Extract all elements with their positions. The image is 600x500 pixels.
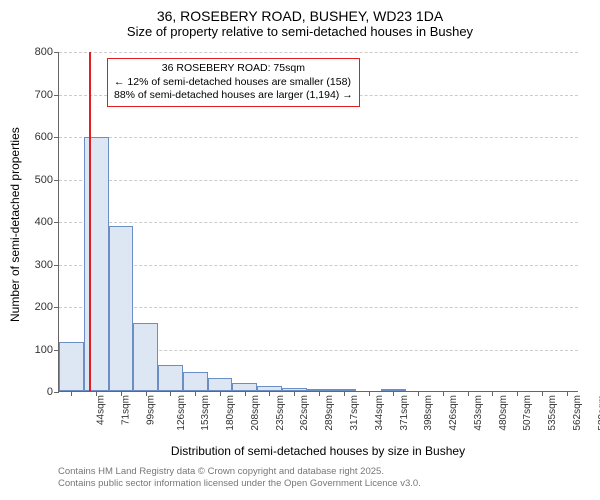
x-tick [369, 391, 370, 396]
footer-line1: Contains HM Land Registry data © Crown c… [58, 466, 421, 478]
chart-container: 36, ROSEBERY ROAD, BUSHEY, WD23 1DA Size… [0, 0, 600, 500]
x-tick [294, 391, 295, 396]
x-tick [344, 391, 345, 396]
x-tick [71, 391, 72, 396]
histogram-bar [208, 378, 233, 391]
x-tick-label: 99sqm [145, 395, 156, 425]
x-tick [195, 391, 196, 396]
histogram-bar [59, 342, 84, 391]
grid-line [59, 180, 578, 181]
x-tick-label: 126sqm [176, 395, 187, 431]
grid-line [59, 137, 578, 138]
x-tick-label: 208sqm [250, 395, 261, 431]
property-marker-line [89, 52, 91, 391]
histogram-bar [133, 323, 158, 391]
x-tick [418, 391, 419, 396]
x-tick [269, 391, 270, 396]
histogram-bar [232, 383, 257, 391]
x-tick-label: 507sqm [522, 395, 533, 431]
x-tick [542, 391, 543, 396]
footer-attribution: Contains HM Land Registry data © Crown c… [58, 466, 421, 491]
grid-line [59, 307, 578, 308]
y-tick-label: 200 [35, 301, 59, 313]
x-tick [468, 391, 469, 396]
x-tick [517, 391, 518, 396]
x-tick-label: 453sqm [473, 395, 484, 431]
x-tick [245, 391, 246, 396]
x-tick-label: 44sqm [96, 395, 107, 425]
plot-area: 010020030040050060070080044sqm71sqm99sqm… [58, 52, 578, 392]
x-tick-label: 289sqm [324, 395, 335, 431]
x-tick [121, 391, 122, 396]
x-tick [443, 391, 444, 396]
histogram-bar [183, 372, 208, 391]
chart-title: 36, ROSEBERY ROAD, BUSHEY, WD23 1DA [0, 0, 600, 24]
x-tick-label: 371sqm [399, 395, 410, 431]
grid-line [59, 222, 578, 223]
y-tick-label: 400 [35, 216, 59, 228]
y-tick-label: 300 [35, 259, 59, 271]
x-axis-label: Distribution of semi-detached houses by … [58, 444, 578, 458]
x-tick-label: 535sqm [547, 395, 558, 431]
x-tick-label: 235sqm [275, 395, 286, 431]
y-tick-label: 500 [35, 174, 59, 186]
histogram-bar [84, 137, 109, 391]
histogram-bar [158, 365, 183, 391]
x-tick-label: 426sqm [448, 395, 459, 431]
y-tick-label: 800 [35, 46, 59, 58]
x-tick [170, 391, 171, 396]
x-tick-label: 180sqm [225, 395, 236, 431]
annotation-line3: 88% of semi-detached houses are larger (… [114, 89, 353, 103]
x-tick [96, 391, 97, 396]
x-tick-label: 562sqm [572, 395, 583, 431]
y-tick-label: 100 [35, 344, 59, 356]
histogram-bar [109, 226, 134, 391]
x-tick-label: 317sqm [349, 395, 360, 431]
x-tick-label: 344sqm [374, 395, 385, 431]
x-tick-label: 398sqm [423, 395, 434, 431]
y-tick-label: 700 [35, 89, 59, 101]
x-tick [492, 391, 493, 396]
y-tick-label: 600 [35, 131, 59, 143]
x-tick-label: 71sqm [121, 395, 132, 425]
footer-line2: Contains public sector information licen… [58, 478, 421, 490]
annotation-line1: 36 ROSEBERY ROAD: 75sqm [114, 62, 353, 76]
y-axis-label: Number of semi-detached properties [8, 127, 22, 322]
x-tick [220, 391, 221, 396]
x-tick [146, 391, 147, 396]
grid-line [59, 52, 578, 53]
annotation-box: 36 ROSEBERY ROAD: 75sqm← 12% of semi-det… [107, 58, 360, 107]
annotation-line2: ← 12% of semi-detached houses are smalle… [114, 76, 353, 90]
x-tick-label: 262sqm [300, 395, 311, 431]
x-tick [393, 391, 394, 396]
x-tick-label: 480sqm [498, 395, 509, 431]
y-tick-label: 0 [47, 386, 59, 398]
chart-subtitle: Size of property relative to semi-detach… [0, 24, 600, 43]
x-tick [319, 391, 320, 396]
x-tick [567, 391, 568, 396]
x-tick-label: 153sqm [201, 395, 212, 431]
grid-line [59, 265, 578, 266]
